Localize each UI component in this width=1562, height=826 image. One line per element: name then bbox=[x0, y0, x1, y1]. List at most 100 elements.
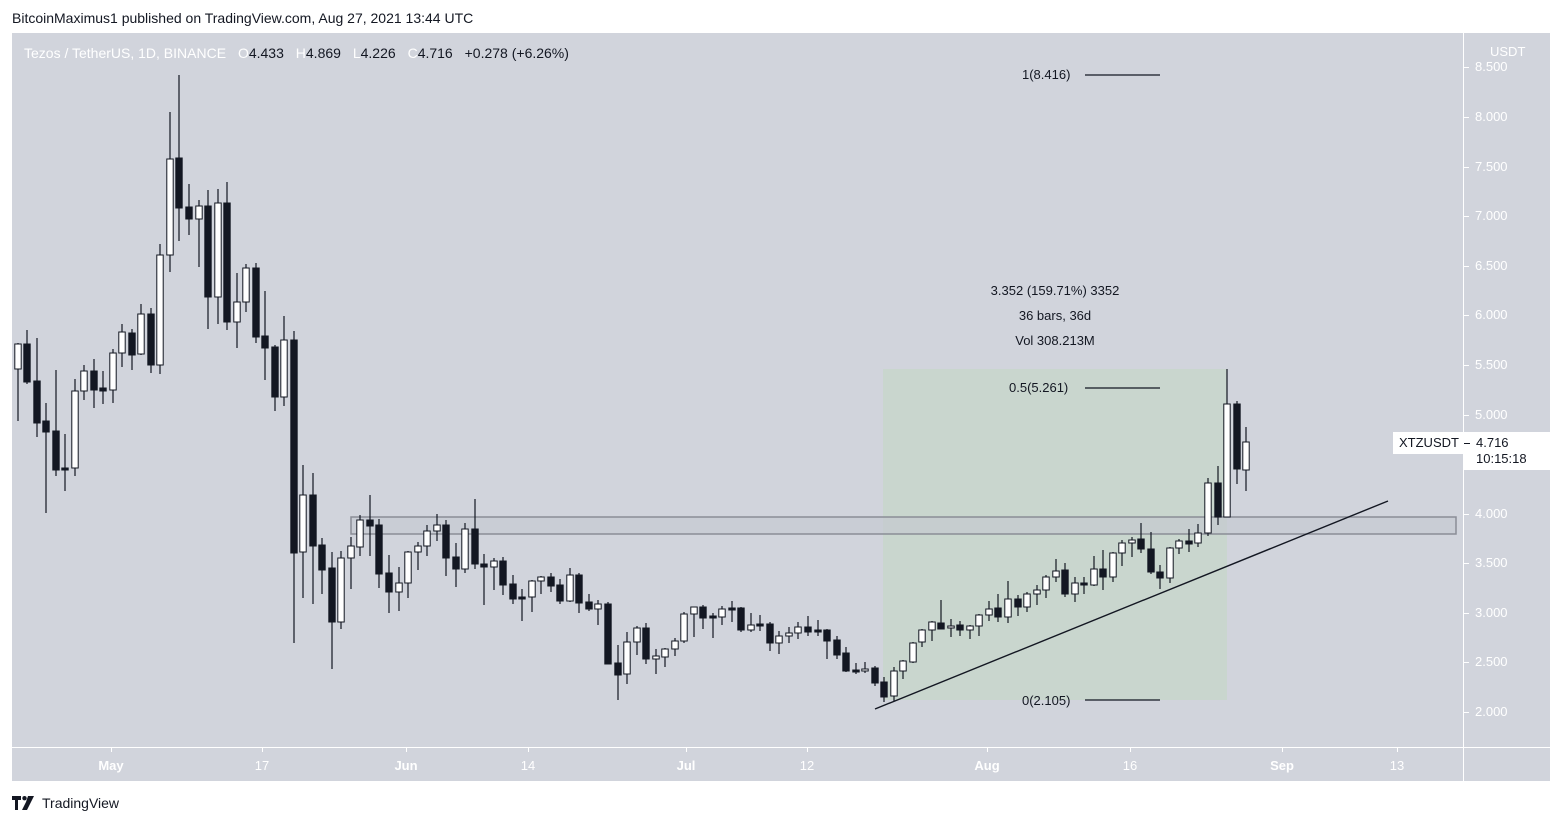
price-tick bbox=[1464, 443, 1470, 444]
candle-bear bbox=[204, 205, 212, 298]
price-axis-divider bbox=[1463, 33, 1464, 781]
candle-bull bbox=[414, 545, 422, 553]
candle-bear bbox=[128, 332, 136, 356]
price-tick-label: 5.500 bbox=[1463, 357, 1508, 373]
price-tick-label: 2.500 bbox=[1463, 654, 1508, 670]
price-tick-label: 3.500 bbox=[1463, 555, 1508, 571]
price-tick-label: 8.000 bbox=[1463, 109, 1508, 125]
candle-bull bbox=[652, 655, 660, 660]
candle-bull bbox=[794, 626, 802, 634]
candle-bear bbox=[509, 583, 517, 600]
candle-bull bbox=[890, 670, 898, 697]
ascending-trendline bbox=[874, 500, 1389, 710]
candle-bull bbox=[947, 625, 955, 629]
ohlc-legend: Tezos / TetherUS, 1D, BINANCE O4.433 H4.… bbox=[24, 45, 569, 61]
candle-bear bbox=[994, 607, 1002, 618]
candle-bear bbox=[309, 494, 317, 547]
candle-bull bbox=[975, 614, 983, 627]
chart-frame[interactable]: Tezos / TetherUS, 1D, BINANCE O4.433 H4.… bbox=[12, 33, 1550, 781]
candle-bear bbox=[318, 544, 326, 571]
candle-bull bbox=[966, 625, 974, 631]
candle-bull bbox=[1042, 576, 1050, 591]
price-tick-label: 5.000 bbox=[1463, 407, 1508, 423]
candle-bull bbox=[537, 576, 545, 582]
candle-bear bbox=[375, 524, 383, 575]
candle-bear bbox=[90, 370, 98, 391]
high-value: 4.869 bbox=[305, 45, 341, 61]
symbol-title: Tezos / TetherUS, 1D, BINANCE bbox=[24, 45, 227, 61]
last-price: 4.716 bbox=[1476, 435, 1509, 450]
candle-bear bbox=[823, 629, 831, 642]
candle-bull bbox=[594, 603, 602, 610]
candle-bull bbox=[395, 582, 403, 593]
candle-bear bbox=[185, 206, 193, 220]
brand-name: TradingView bbox=[42, 795, 120, 811]
candle-bear bbox=[642, 627, 650, 660]
candle-bear bbox=[452, 556, 460, 570]
candle-bull bbox=[775, 635, 783, 644]
candle-bull bbox=[747, 624, 755, 631]
candle-bull bbox=[109, 352, 117, 391]
candle-bull bbox=[156, 254, 164, 366]
tradingview-logo-icon bbox=[12, 796, 34, 810]
candle-bear bbox=[1185, 540, 1193, 545]
candle-bull bbox=[1166, 547, 1174, 579]
candle-bear bbox=[1156, 571, 1164, 579]
open-value: 4.433 bbox=[248, 45, 284, 61]
price-tick-label: 2.000 bbox=[1463, 704, 1508, 720]
candle-bull bbox=[1090, 568, 1098, 586]
price-tick-label: 3.000 bbox=[1463, 605, 1508, 621]
symbol-price-label: XTZUSDT bbox=[1393, 432, 1465, 454]
candle-bear bbox=[271, 346, 279, 398]
price-tick-label: 7.000 bbox=[1463, 208, 1508, 224]
candle-bear bbox=[385, 572, 393, 593]
candle-bear bbox=[223, 202, 231, 323]
candle-bear bbox=[852, 669, 860, 673]
candle-bull bbox=[918, 629, 926, 643]
candle-bull bbox=[1071, 582, 1079, 595]
candle-bull bbox=[118, 331, 126, 354]
candle-bull bbox=[195, 205, 203, 220]
candle-bull bbox=[623, 641, 631, 675]
chart-pane[interactable]: Tezos / TetherUS, 1D, BINANCE O4.433 H4.… bbox=[12, 33, 1465, 747]
candle-bear bbox=[1014, 598, 1022, 608]
candle-bear bbox=[699, 606, 707, 619]
candle-bull bbox=[1175, 540, 1183, 549]
close-value: 4.716 bbox=[417, 45, 453, 61]
candle-bear bbox=[766, 623, 774, 644]
footer-brand[interactable]: TradingView bbox=[12, 795, 119, 811]
candle-bull bbox=[337, 557, 345, 623]
candle-bull bbox=[1204, 482, 1212, 534]
candle-bull bbox=[985, 608, 993, 616]
candle-bull bbox=[718, 608, 726, 618]
candle-bull bbox=[404, 551, 412, 584]
candle-bear bbox=[61, 467, 69, 471]
candle-bull bbox=[490, 560, 498, 568]
candle-bull bbox=[861, 668, 869, 672]
candle-bear bbox=[147, 313, 155, 366]
fib-level-1: 1(8.416) bbox=[1022, 67, 1071, 82]
candle-bull bbox=[1033, 589, 1041, 595]
candle-bull bbox=[71, 390, 79, 469]
candle-bull bbox=[233, 301, 241, 323]
price-tick-label: 4.000 bbox=[1463, 506, 1508, 522]
candle-bear bbox=[23, 343, 31, 383]
candle-bull bbox=[356, 519, 364, 548]
candle-bear bbox=[709, 615, 717, 619]
candle-bear bbox=[175, 157, 183, 209]
candle-bear bbox=[585, 601, 593, 610]
candlestick-chart[interactable] bbox=[12, 33, 1463, 747]
measure-bars-label: 36 bars, 36d bbox=[1018, 308, 1092, 323]
candle-bear bbox=[290, 339, 298, 554]
candle-bear bbox=[1233, 403, 1241, 470]
candle-bear bbox=[442, 524, 450, 559]
candle-bull bbox=[1118, 542, 1126, 554]
candle-bear bbox=[480, 563, 488, 568]
candle-bear bbox=[804, 626, 812, 633]
candle-bull bbox=[80, 370, 88, 392]
candle-bull bbox=[1223, 403, 1231, 518]
candle-bull bbox=[1109, 552, 1117, 578]
candle-bull bbox=[928, 621, 936, 631]
candle-bear bbox=[556, 584, 564, 602]
candle-bear bbox=[547, 576, 555, 587]
